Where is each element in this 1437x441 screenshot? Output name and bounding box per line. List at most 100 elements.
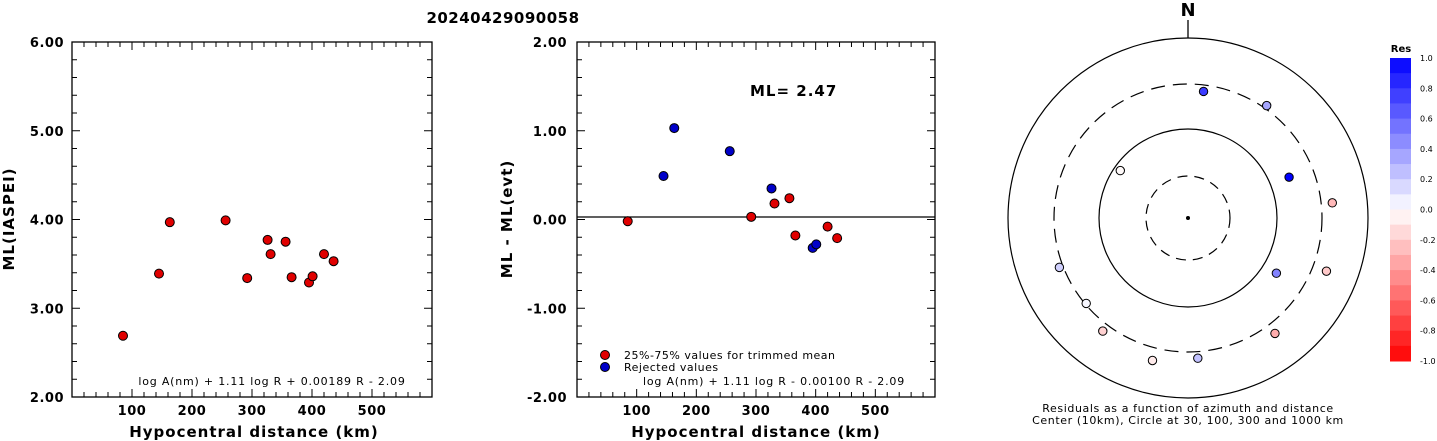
- plot1-data-point: [319, 249, 329, 260]
- station-residual-point: [1193, 353, 1203, 363]
- plot2-formula: log A(nm) + 1.11 log R - 0.00100 R - 2.0…: [643, 375, 905, 388]
- ml-value-label: ML= 2.47: [750, 82, 837, 100]
- colorbar-label: -0.2: [1420, 236, 1436, 245]
- plot1-data-point: [280, 236, 291, 247]
- plot1-x-tick-label: 200: [178, 404, 207, 419]
- colorbar-label: -0.8: [1420, 327, 1436, 336]
- plot1-data-point: [220, 215, 231, 226]
- plot2-y-tick-label: 2.00: [533, 36, 567, 51]
- polar-caption-line1: Residuals as a function of azimuth and d…: [1042, 402, 1333, 415]
- colorbar-label: 0.0: [1420, 206, 1433, 215]
- plot1-x-axis-label: Hypocentral distance (km): [129, 423, 379, 441]
- colorbar-label: -0.6: [1420, 296, 1436, 305]
- colorbar-label: 0.6: [1420, 115, 1433, 124]
- rejected-point: [669, 123, 680, 134]
- colorbar-segment: [1390, 194, 1411, 210]
- plot1-data-point: [242, 273, 253, 284]
- plot2-y-tick-label: 1.00: [533, 125, 567, 140]
- station-residual-point: [1098, 326, 1108, 336]
- colorbar-segment: [1390, 88, 1411, 104]
- colorbar-segment: [1390, 58, 1411, 74]
- plot1-ticks: 100 200 300 400 500 2.00 3.00 4.00 5.00 6.00: [30, 36, 432, 419]
- rejected-point: [766, 183, 777, 194]
- plot1-data-point: [118, 330, 128, 341]
- colorbar-segment: [1390, 164, 1411, 180]
- colorbar-segment: [1390, 345, 1411, 362]
- colorbar-segment: [1390, 285, 1411, 301]
- legend-label-rejected: Rejected values: [624, 361, 719, 374]
- plot1-data-point: [262, 234, 273, 245]
- trimmed-mean-point: [822, 221, 833, 232]
- plot2-points: [622, 123, 843, 253]
- plot1-data-point: [164, 217, 175, 228]
- colorbar-segment: [1390, 209, 1411, 226]
- rejected-point: [724, 146, 735, 157]
- plot1-data-point: [307, 271, 318, 282]
- colorbar-segment: [1390, 133, 1411, 150]
- station-residual-point: [1321, 266, 1332, 276]
- station-residual-point: [1271, 268, 1282, 278]
- colorbar-label: 0.8: [1420, 84, 1433, 93]
- trimmed-mean-point: [790, 230, 801, 241]
- polar-points: [1054, 86, 1337, 366]
- plot2-x-tick-label: 200: [682, 404, 711, 419]
- plot1-x-tick-label: 100: [118, 404, 147, 419]
- colorbar-label: -1.0: [1420, 357, 1436, 366]
- station-residual-point: [1198, 86, 1209, 97]
- plot1-data-point: [154, 268, 164, 279]
- colorbar-segment: [1390, 73, 1411, 89]
- plot1-data-point: [328, 256, 339, 267]
- colorbar-segment: [1390, 270, 1411, 286]
- legend-marker-trimmed: [600, 350, 610, 360]
- colorbar-segment: [1390, 179, 1411, 195]
- ring-300km: [1053, 83, 1323, 353]
- plot1-y-axis-label: ML(IASPEI): [0, 167, 18, 270]
- plot2-x-tick-label: 400: [801, 404, 830, 419]
- plot2-y-tick-label: 0.00: [533, 214, 567, 229]
- colorbar-label: 0.2: [1420, 175, 1433, 184]
- station-residual-point: [1147, 355, 1158, 366]
- center-dot: [1186, 216, 1190, 220]
- colorbar-label: -0.4: [1420, 266, 1436, 275]
- plot1-frame: [71, 41, 433, 398]
- north-label: N: [1180, 0, 1195, 21]
- colorbar-segment: [1390, 239, 1411, 256]
- colorbar-label: 0.4: [1420, 145, 1433, 154]
- plot2-x-axis-label: Hypocentral distance (km): [631, 423, 881, 441]
- colorbar-segment: [1390, 315, 1411, 332]
- plot2-ticks: 100 200 300 400 500 -2.00 -1.00 0.00 1.00 2.00: [527, 36, 935, 419]
- plot2-x-tick-label: 500: [861, 404, 890, 419]
- colorbar-title: Res: [1391, 44, 1411, 55]
- plot2-x-tick-label: 300: [742, 404, 771, 419]
- colorbar-segment: [1390, 148, 1411, 165]
- plot1-y-tick-label: 5.00: [30, 125, 64, 140]
- station-residual-point: [1054, 262, 1065, 273]
- colorbar: 1.0 0.8 0.6 0.4 0.2 0.0 -0.2 -0.4 -0.6 -0.8 -1.0: [1390, 54, 1436, 366]
- trimmed-mean-point: [832, 233, 843, 244]
- ring-1000km: [1007, 37, 1369, 399]
- ring-100km: [1098, 128, 1278, 308]
- plot1-y-tick-label: 6.00: [30, 36, 64, 51]
- plot1-y-tick-label: 2.00: [30, 391, 64, 406]
- rejected-point: [658, 171, 669, 182]
- plot2-y-axis-label: ML - ML(evt): [498, 160, 516, 278]
- colorbar-segment: [1390, 300, 1411, 317]
- polar-caption-line2: Center (10km), Circle at 30, 100, 300 an…: [1032, 414, 1344, 427]
- station-residual-point: [1261, 100, 1272, 111]
- azimuth-residual-plot: N Residuals as a function of azimuth and…: [1007, 0, 1436, 427]
- ring-30km: [1145, 175, 1231, 261]
- colorbar-segment: [1390, 118, 1411, 135]
- colorbar-segment: [1390, 224, 1411, 241]
- trimmed-mean-point: [769, 198, 780, 209]
- station-residual-point: [1284, 172, 1294, 182]
- plot2-y-tick-label: -1.00: [527, 302, 567, 317]
- plot1-x-tick-label: 400: [298, 404, 327, 419]
- plot1-y-tick-label: 3.00: [30, 302, 64, 317]
- trimmed-mean-point: [746, 211, 757, 222]
- figure-title: 20240429090058: [426, 9, 579, 27]
- plot1-points: [118, 215, 339, 341]
- colorbar-segment: [1390, 103, 1411, 120]
- plot1-formula: log A(nm) + 1.11 log R + 0.00189 R - 2.0…: [138, 375, 405, 388]
- legend-label-trimmed: 25%-75% values for trimmed mean: [624, 349, 836, 362]
